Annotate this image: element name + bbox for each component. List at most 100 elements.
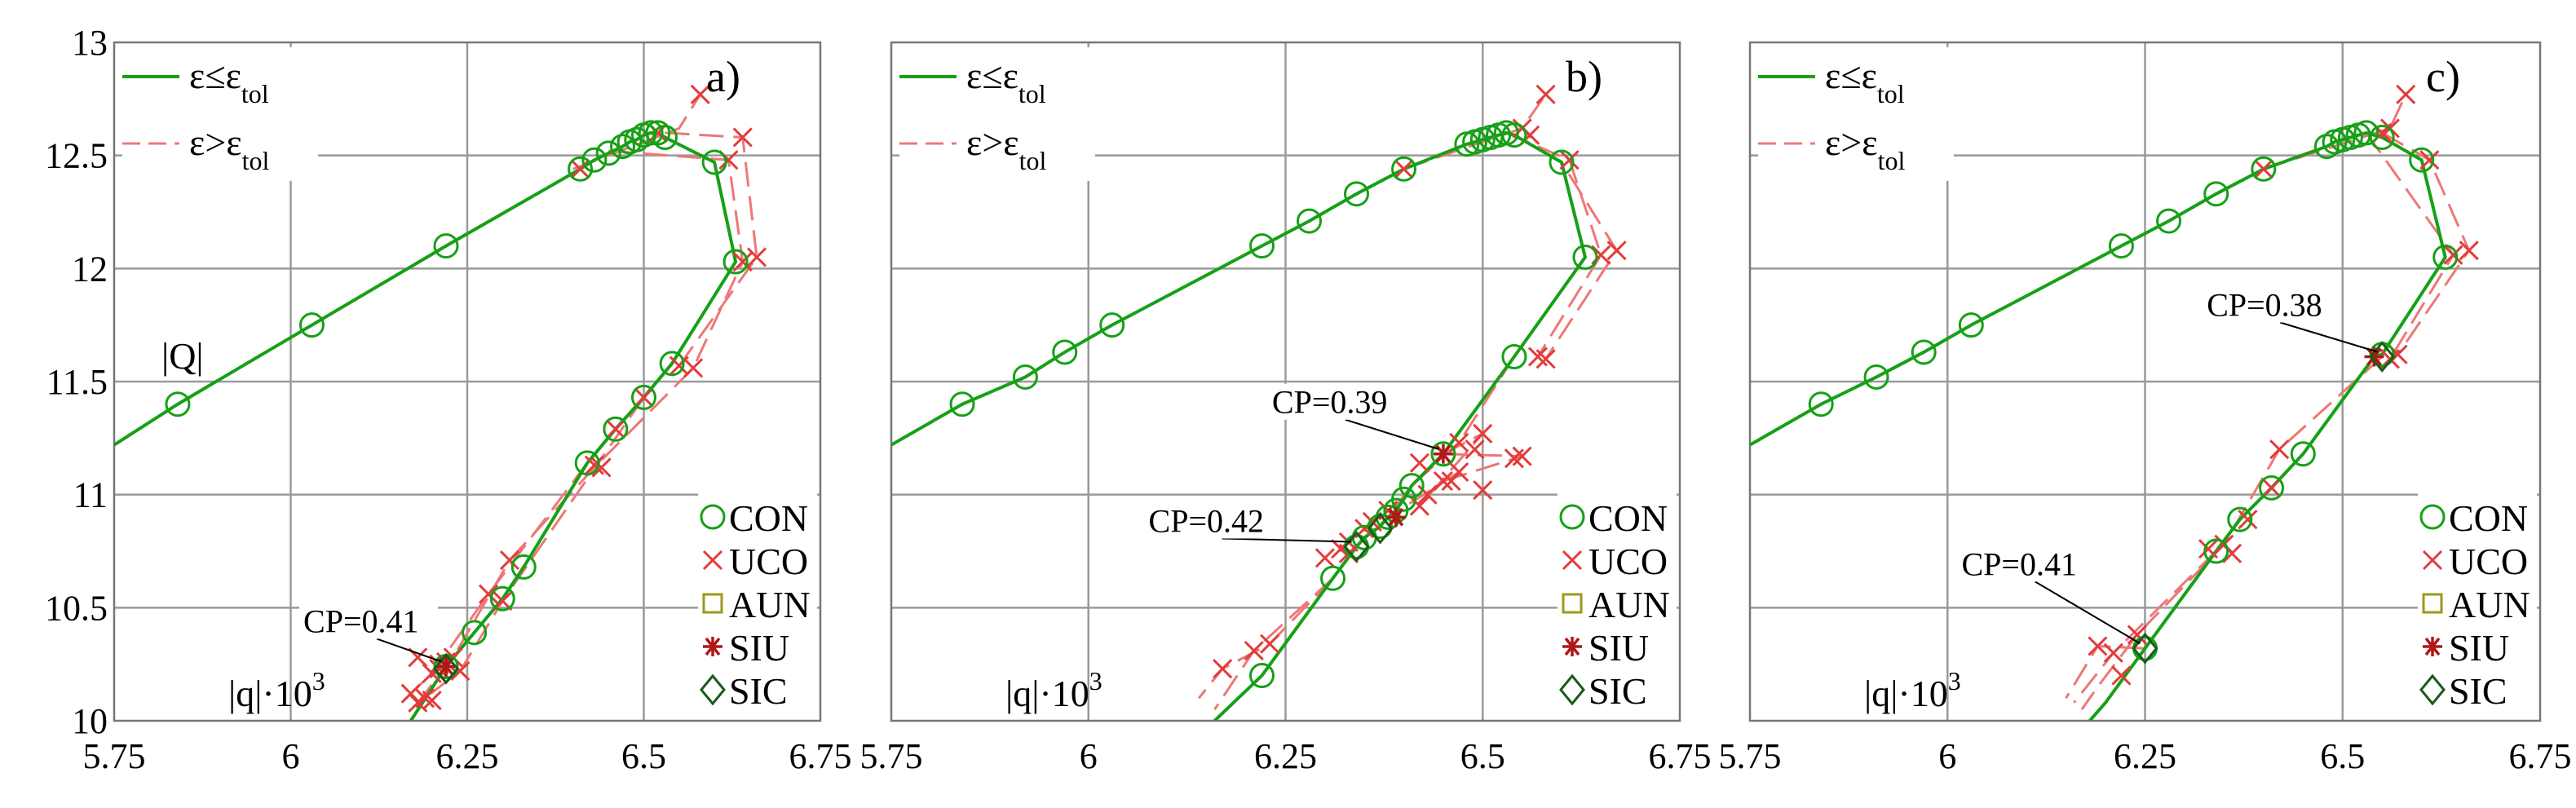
point-con xyxy=(1320,565,1346,591)
point-con xyxy=(489,585,515,612)
annotation: CP=0.38 xyxy=(2203,286,2378,353)
x-tick-label: 6.75 xyxy=(789,736,852,776)
point-uco xyxy=(1535,349,1556,369)
y-axis-label: |Q| xyxy=(161,335,204,377)
legend-line-label: ε>εtol xyxy=(1825,121,1906,175)
line-legend: ε≤εtol ε>εtol xyxy=(122,47,318,181)
y-tick-label: 10.5 xyxy=(45,588,108,628)
point-siu xyxy=(436,656,457,677)
legend-marker-label: SIC xyxy=(1588,670,1647,712)
point-uco xyxy=(2253,159,2273,179)
point-uco xyxy=(1527,347,1549,367)
point-uco xyxy=(2103,642,2123,663)
point-con xyxy=(1344,181,1370,207)
series-line-unconverged xyxy=(417,149,745,704)
point-con xyxy=(595,140,621,166)
x-tick-label: 6 xyxy=(1080,736,1098,776)
series-line-unconverged xyxy=(424,396,645,700)
point-con xyxy=(2108,233,2134,259)
annotation-label: CP=0.39 xyxy=(1272,384,1387,421)
point-uco xyxy=(2127,625,2147,645)
point-con xyxy=(701,149,727,175)
point-con xyxy=(1099,312,1125,338)
y-tick-label: 12.5 xyxy=(45,136,108,176)
series-group xyxy=(1750,84,2479,721)
point-con xyxy=(2156,208,2182,234)
point-uco xyxy=(478,584,499,604)
legend-line-label: ε>εtol xyxy=(189,121,270,175)
point-con xyxy=(2251,156,2277,182)
point-uco xyxy=(570,159,590,179)
legend-marker-label: AUN xyxy=(1588,584,1670,625)
x-axis-label: |q|·103 xyxy=(228,666,325,714)
point-con xyxy=(1549,149,1575,175)
series-line-converged xyxy=(891,130,1588,721)
x-tick-label: 6 xyxy=(1938,736,1956,776)
point-uco xyxy=(1409,453,1429,473)
line-legend: ε≤εtol ε>εtol xyxy=(1758,47,1954,181)
point-uco xyxy=(1473,480,1493,501)
point-con xyxy=(1430,441,1456,467)
legend-marker-label: CON xyxy=(729,497,808,539)
point-sic xyxy=(2132,632,2158,665)
x-tick-label: 5.75 xyxy=(860,736,923,776)
annotation-label: CP=0.42 xyxy=(1149,502,1264,539)
point-con xyxy=(1911,339,1937,365)
x-axis-label: |q|·103 xyxy=(1005,666,1102,714)
annotation-label: CP=0.41 xyxy=(303,603,418,639)
y-tick-label: 13 xyxy=(72,23,108,63)
point-con xyxy=(1012,364,1038,390)
point-con xyxy=(1297,208,1323,234)
point-con xyxy=(1248,233,1275,259)
legend-marker-label: SIU xyxy=(2449,627,2509,669)
point-uco xyxy=(591,457,612,478)
series-line-converged xyxy=(1750,130,2447,721)
x-tick-label: 6.5 xyxy=(1460,736,1505,776)
point-con xyxy=(1398,473,1425,499)
legend-marker-label: UCO xyxy=(729,541,808,582)
annotation-label: CP=0.41 xyxy=(1962,545,2077,582)
legend-line-label: ε>εtol xyxy=(966,121,1047,175)
legend-marker-label: SIC xyxy=(729,670,788,712)
point-uco xyxy=(683,358,704,378)
annotation-leader xyxy=(376,638,442,663)
plot-frame xyxy=(1748,41,2542,722)
series-group xyxy=(114,84,767,721)
legend-marker-diamond xyxy=(2419,673,2446,706)
point-uco xyxy=(1394,159,1414,179)
panel-label: a) xyxy=(706,52,740,101)
point-uco xyxy=(605,419,625,439)
legend-marker-square xyxy=(702,593,723,614)
legend-marker-label: AUN xyxy=(729,584,811,625)
chart-panel-1: 5.75 6 6.25 6.5 6.75 10 10.5 11 11.5 12 12.5 13 CP=0… xyxy=(45,23,852,776)
legend-marker-x xyxy=(1562,550,1583,571)
x-tick-label: 5.75 xyxy=(1719,736,1782,776)
point-con xyxy=(1501,343,1527,369)
legend-line-label: ε≤εtol xyxy=(189,55,269,108)
point-con xyxy=(298,312,325,338)
point-uco xyxy=(1465,439,1485,460)
point-con xyxy=(610,134,636,160)
point-uco xyxy=(499,550,520,571)
y-tick-label: 10 xyxy=(72,701,108,741)
point-uco xyxy=(1441,470,1461,492)
point-uco xyxy=(746,247,767,267)
chart-panel-3: 5.75 6 6.25 6.5 6.75 CP=0.38 CP=0.41 ε≤εtol ε>εt… xyxy=(1719,41,2572,776)
point-con xyxy=(462,620,488,646)
panel-label: b) xyxy=(1566,52,1602,101)
point-con xyxy=(1958,312,1984,338)
point-con xyxy=(581,147,608,173)
point-sic xyxy=(433,652,459,685)
point-con xyxy=(2409,147,2435,173)
point-uco xyxy=(2443,245,2463,265)
annotation: CP=0.41 xyxy=(299,603,442,663)
point-con xyxy=(659,351,685,377)
point-uco xyxy=(732,251,753,272)
annotation: CP=0.42 xyxy=(1144,502,1352,543)
x-tick-label: 6.75 xyxy=(1649,736,1712,776)
point-uco xyxy=(493,590,513,612)
point-uco xyxy=(1244,640,1264,661)
point-con xyxy=(574,450,600,476)
point-con xyxy=(1808,391,1834,417)
